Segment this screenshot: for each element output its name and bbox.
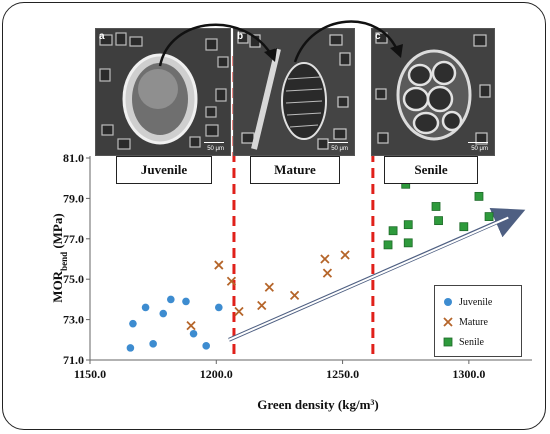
axes-layer: 71.0 73.0 75.0 77.0 79.0 81.0 1150.0 1200.0 1250… [63, 151, 532, 381]
arrow-mature-to-senile [293, 20, 400, 63]
y-tick-label: 73.0 [63, 313, 84, 327]
senile-point [484, 212, 494, 221]
arrow-juvenile-to-mature [158, 23, 274, 67]
senile-point [434, 216, 443, 226]
micrograph-mature-image [234, 29, 354, 155]
y-axis-label: MORbend (MPa) [50, 213, 69, 302]
y-tick-label: 77.0 [63, 232, 84, 246]
micrograph-senile-image [372, 29, 494, 155]
scale-bar [204, 141, 224, 143]
figure-frame [2, 2, 546, 430]
mature-point [340, 250, 350, 260]
senile-point [474, 191, 484, 201]
mature-point [234, 306, 244, 317]
y-tick-label: 79.0 [63, 191, 84, 205]
legend-item-senile: Senile [441, 332, 515, 352]
juvenile-point [159, 309, 168, 318]
trend-arrow-fill [228, 216, 509, 341]
x-tick-label: 1300.0 [452, 367, 485, 381]
micrograph-mature: b 50 μm [233, 28, 355, 156]
micrograph-senile: c 50 μm [371, 28, 495, 156]
micrograph-juvenile: a 50 μm [95, 28, 231, 156]
mature-point [289, 290, 300, 300]
legend: Juvenile Mature Senile [434, 285, 522, 357]
square-marker-icon [441, 335, 455, 349]
scale-text: 50 μm [471, 146, 488, 152]
mature-point [322, 268, 333, 278]
senile-point [431, 202, 441, 211]
stage-label-mature: Mature [250, 156, 340, 184]
juvenile-point [189, 329, 198, 338]
mature-point [186, 321, 196, 331]
juvenile-point [167, 295, 175, 304]
juvenile-point [129, 319, 137, 328]
mature-point [214, 260, 224, 270]
panel-letter: b [237, 31, 244, 42]
juvenile-point [182, 297, 190, 306]
scale-text: 50 μm [331, 146, 348, 152]
mature-point [226, 276, 237, 286]
legend-label: Juvenile [459, 296, 493, 308]
mature-point [320, 254, 330, 264]
legend-item-mature: Mature [441, 312, 515, 332]
panel-letter: c [375, 31, 381, 42]
x-tick-label: 1150.0 [74, 367, 106, 381]
mature-point [257, 300, 267, 311]
juvenile-point [202, 342, 210, 350]
stage-label-senile: Senile [384, 156, 478, 184]
progression-arrows [158, 20, 403, 67]
scale-text: 50 μm [207, 146, 224, 152]
senile-point [383, 240, 393, 250]
panel-letter: a [99, 31, 105, 42]
x-axis-label: Green density (kg/m3) [257, 397, 379, 412]
legend-item-juvenile: Juvenile [441, 292, 515, 312]
micrograph-juvenile-image [96, 29, 230, 155]
scale-bar [328, 141, 348, 143]
x-marker-icon [441, 315, 455, 329]
juvenile-point [141, 303, 150, 312]
senile-point [459, 222, 469, 232]
legend-label: Mature [459, 316, 488, 328]
arrowhead-senile [390, 44, 403, 58]
x-tick-label: 1200.0 [200, 367, 233, 381]
legend-label: Senile [459, 336, 484, 348]
senile-point [388, 226, 398, 236]
stage-label-juvenile: Juvenile [116, 156, 212, 184]
labels-layer: Green density (kg/m3) MORbend (MPa) [50, 213, 379, 412]
mature-point [264, 282, 274, 292]
juvenile-point [149, 340, 157, 348]
scale-bar [468, 141, 488, 143]
y-tick-label: 75.0 [63, 272, 84, 286]
y-tick-label: 71.0 [63, 353, 84, 367]
senile-point [403, 220, 413, 230]
juvenile-point [126, 344, 135, 352]
juvenile-point [215, 303, 223, 312]
y-tick-label: 81.0 [63, 151, 84, 165]
senile-point [403, 238, 413, 248]
circle-marker-icon [441, 295, 455, 309]
x-tick-label: 1250.0 [326, 367, 359, 381]
arrowhead-mature [264, 48, 277, 62]
